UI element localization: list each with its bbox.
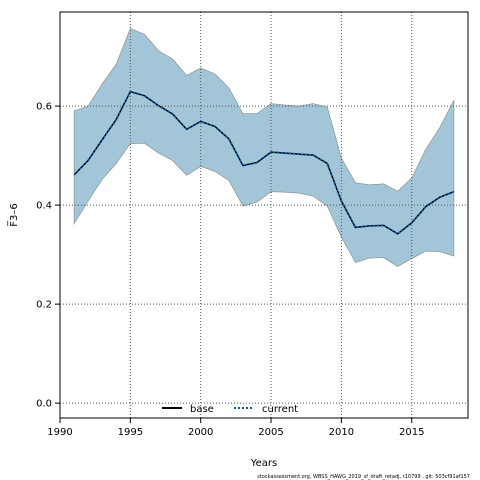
x-tick-label: 2015: [399, 427, 424, 438]
x-tick-label: 1990: [47, 427, 72, 438]
y-tick-label: 0.0: [36, 399, 52, 410]
y-axis: 0.0 0.2 0.4 0.6: [36, 102, 60, 410]
confidence-band: [73, 27, 455, 267]
series-layer: [73, 90, 455, 235]
grid-layer: [59, 12, 468, 418]
x-tick-label: 2010: [329, 427, 354, 438]
x-tick-label: 2005: [258, 427, 283, 438]
y-tick-label: 0.2: [36, 300, 52, 311]
legend: base current: [162, 404, 298, 415]
legend-label-base: base: [190, 404, 214, 415]
x-axis-title: Years: [250, 458, 277, 469]
x-tick-label: 2000: [188, 427, 213, 438]
plot-frame: [59, 11, 469, 419]
x-axis: 1990 1995 2000 2005 2010 2015: [47, 418, 424, 438]
y-tick-label: 0.4: [36, 201, 52, 212]
footnote: stockassessment.org, WBSS_HAWG_2019_sf_d…: [257, 474, 470, 480]
legend-label-current: current: [262, 404, 298, 415]
confidence-band-layer: [73, 27, 455, 267]
x-tick-label: 1995: [118, 427, 143, 438]
y-tick-label: 0.6: [36, 102, 52, 113]
series-line-current: [73, 90, 455, 235]
y-axis-title: F̅3–6: [7, 203, 20, 227]
